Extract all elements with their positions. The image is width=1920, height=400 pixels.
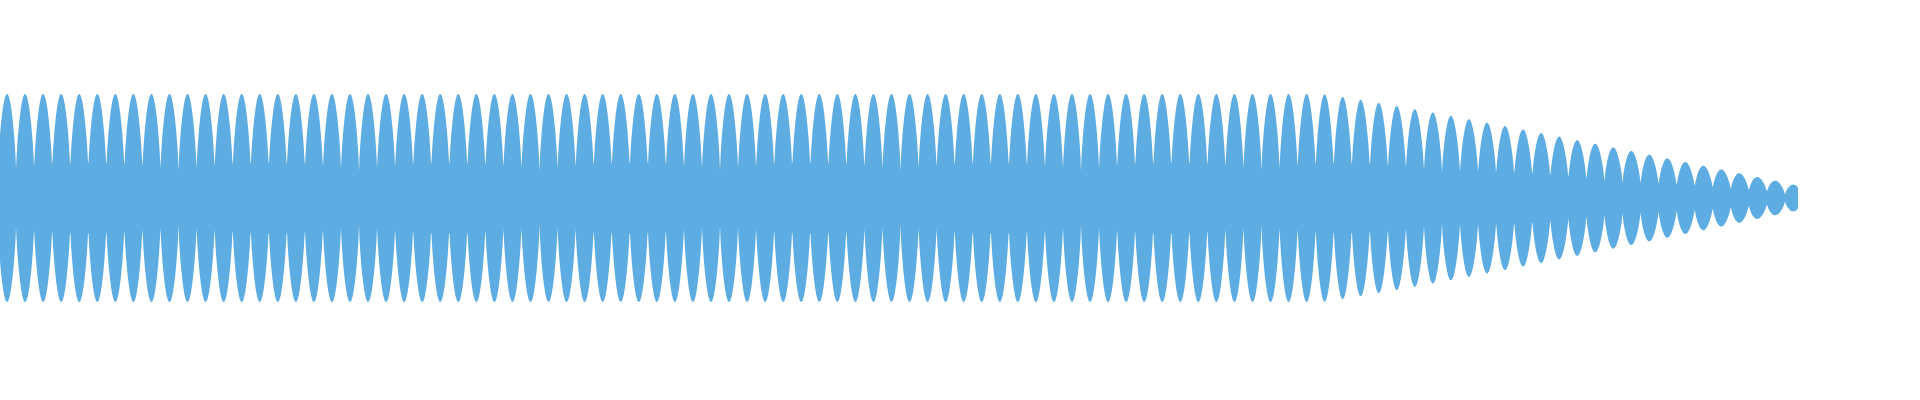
waveform [0,94,1798,302]
